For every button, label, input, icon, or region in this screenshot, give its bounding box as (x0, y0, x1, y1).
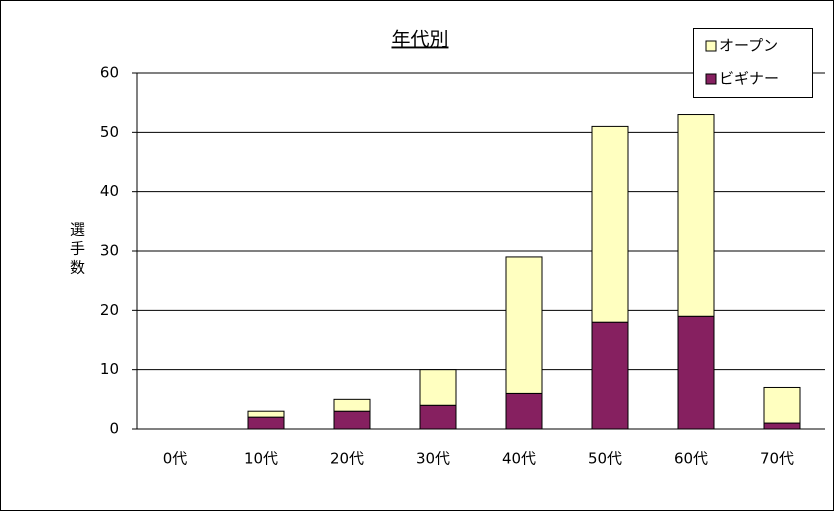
bar-segment (591, 125, 629, 323)
bar-segment (677, 315, 715, 430)
bar-segment (763, 386, 801, 424)
bar-segment (247, 410, 285, 418)
x-tick-label: 30代 (416, 450, 450, 468)
legend-swatch (705, 40, 717, 52)
x-tick-label: 60代 (674, 450, 708, 468)
y-tick-label: 10 (100, 360, 119, 378)
bar-segment (591, 321, 629, 430)
bar-segment (763, 422, 801, 430)
y-tick-label: 50 (100, 123, 119, 141)
chart-title: 年代別 (391, 29, 448, 51)
bar-segment (419, 404, 457, 430)
y-tick-label: 0 (109, 420, 119, 438)
y-tick-label: 60 (100, 64, 119, 82)
bar-segment (419, 369, 457, 406)
y-tick-label: 20 (100, 301, 119, 319)
legend-label: ビギナー (719, 70, 779, 88)
bar-segment (333, 398, 371, 412)
x-tick-label: 70代 (760, 450, 794, 468)
bar-segment (505, 392, 543, 430)
legend-box (693, 28, 813, 98)
y-tick-label: 30 (100, 242, 119, 260)
x-tick-label: 10代 (244, 450, 278, 468)
legend-swatch (705, 73, 717, 85)
bar-segment (677, 114, 715, 317)
x-tick-label: 50代 (588, 450, 622, 468)
y-tick-label: 40 (100, 182, 119, 200)
x-tick-label: 40代 (502, 450, 536, 468)
x-tick-label: 0代 (163, 450, 188, 468)
bar-segment (333, 410, 371, 430)
bar-segment (247, 416, 285, 430)
legend-label: オープン (719, 37, 778, 55)
x-tick-label: 20代 (330, 450, 364, 468)
y-axis-label: 選手数 (68, 222, 86, 279)
bar-segment (505, 256, 543, 394)
